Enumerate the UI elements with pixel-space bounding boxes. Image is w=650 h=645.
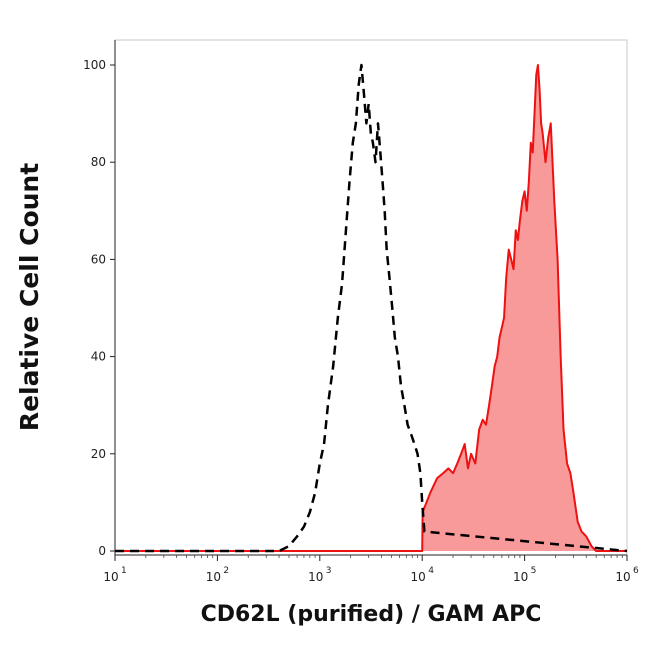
series-1-area (115, 65, 627, 551)
y-tick-label: 20 (91, 447, 106, 461)
x-tick-exponent: 4 (428, 566, 434, 576)
x-tick-exponent: 6 (633, 566, 639, 576)
y-axis-label: Relative Cell Count (15, 163, 44, 431)
y-tick-label: 40 (91, 350, 106, 364)
x-tick-label: 10 (103, 570, 118, 584)
x-tick-label: 10 (308, 570, 323, 584)
y-tick-label: 0 (98, 544, 106, 558)
axis-layer (114, 40, 627, 556)
x-tick-label: 10 (411, 570, 426, 584)
y-tick-label: 80 (91, 155, 106, 169)
series-layer (115, 63, 628, 553)
x-tick-label: 10 (206, 570, 221, 584)
x-tick-exponent: 2 (223, 566, 229, 576)
x-tick-label: 10 (513, 570, 528, 584)
x-tick-label: 10 (615, 570, 630, 584)
y-tick-label: 60 (91, 252, 106, 266)
x-axis-label: CD62L (purified) / GAM APC (201, 602, 542, 627)
x-tick-exponent: 5 (531, 566, 537, 576)
series-0-line (115, 63, 628, 553)
x-tick-exponent: 3 (326, 566, 332, 576)
y-tick-label: 100 (83, 58, 106, 72)
series-1-line (115, 64, 627, 552)
x-tick-exponent: 1 (121, 566, 127, 576)
